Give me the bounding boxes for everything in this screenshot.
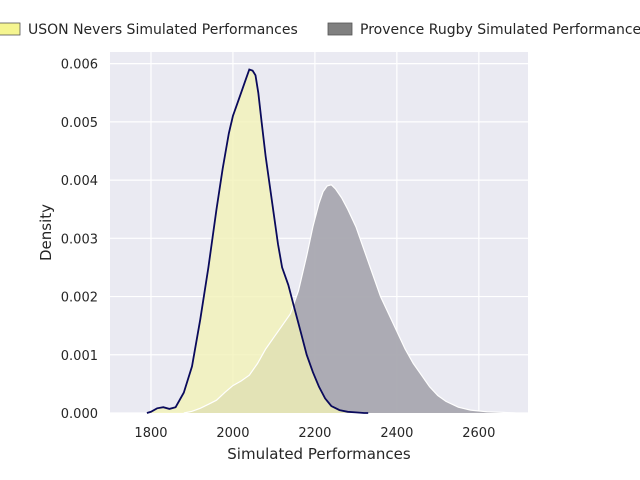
series-line-0 bbox=[146, 68, 369, 414]
x-tick-label: 2600 bbox=[462, 426, 495, 441]
series-line-1 bbox=[183, 184, 516, 414]
series-area-0 bbox=[146, 69, 369, 413]
series-layer bbox=[146, 68, 516, 414]
y-tick-label: 0.001 bbox=[61, 349, 98, 364]
tick-labels: 1800 2000 2200 2400 2600 0.000 0.001 0.002 0.003… bbox=[61, 58, 496, 441]
x-tick-label: 2400 bbox=[380, 426, 413, 441]
legend-swatch-0 bbox=[0, 22, 21, 36]
legend: USON Nevers Simulated Performances Proven… bbox=[0, 22, 640, 38]
y-tick-label: 0.002 bbox=[61, 291, 98, 306]
y-tick-label: 0.006 bbox=[61, 58, 98, 73]
y-tick-label: 0.000 bbox=[61, 407, 98, 422]
legend-label-1: Provence Rugby Simulated Performances bbox=[360, 22, 640, 38]
y-tick-label: 0.003 bbox=[61, 232, 98, 247]
x-tick-label: 1800 bbox=[134, 426, 167, 441]
x-tick-label: 2200 bbox=[298, 426, 331, 441]
x-axis-label: Simulated Performances bbox=[227, 445, 411, 463]
y-axis-label: Density bbox=[37, 204, 55, 261]
y-tick-label: 0.004 bbox=[61, 174, 98, 189]
y-tick-label: 0.005 bbox=[61, 116, 98, 131]
legend-label-0: USON Nevers Simulated Performances bbox=[28, 22, 298, 38]
x-tick-label: 2000 bbox=[216, 426, 249, 441]
legend-swatch-1 bbox=[327, 22, 353, 36]
